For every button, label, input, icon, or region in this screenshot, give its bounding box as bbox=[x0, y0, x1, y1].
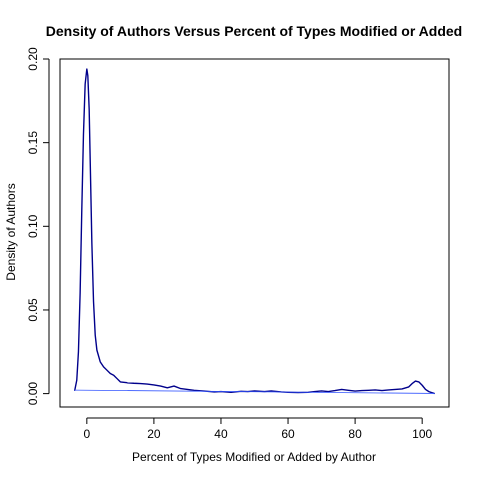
x-axis-label: Percent of Types Modified or Added by Au… bbox=[132, 450, 376, 464]
chart-title: Density of Authors Versus Percent of Typ… bbox=[46, 23, 462, 39]
x-tick-label: 40 bbox=[214, 427, 228, 441]
y-tick-label: 0.20 bbox=[26, 47, 40, 71]
x-tick-label: 0 bbox=[83, 427, 90, 441]
y-tick-label: 0.00 bbox=[26, 382, 40, 406]
y-tick-label: 0.10 bbox=[26, 214, 40, 238]
density-curve bbox=[74, 68, 435, 395]
y-axis-label: Density of Authors bbox=[4, 183, 18, 280]
x-tick-label: 80 bbox=[348, 427, 362, 441]
y-tick-label: 0.05 bbox=[26, 298, 40, 322]
x-tick-label: 20 bbox=[147, 427, 161, 441]
plot-frame bbox=[59, 58, 450, 408]
x-tick-label: 60 bbox=[281, 427, 295, 441]
y-tick-label: 0.15 bbox=[26, 131, 40, 155]
plot-layer: 0 20 40 60 80 100 0.00 0.05 0.10 0.15 0.20 bbox=[26, 47, 450, 441]
x-tick-label: 100 bbox=[412, 427, 432, 441]
baseline-line bbox=[74, 389, 435, 394]
